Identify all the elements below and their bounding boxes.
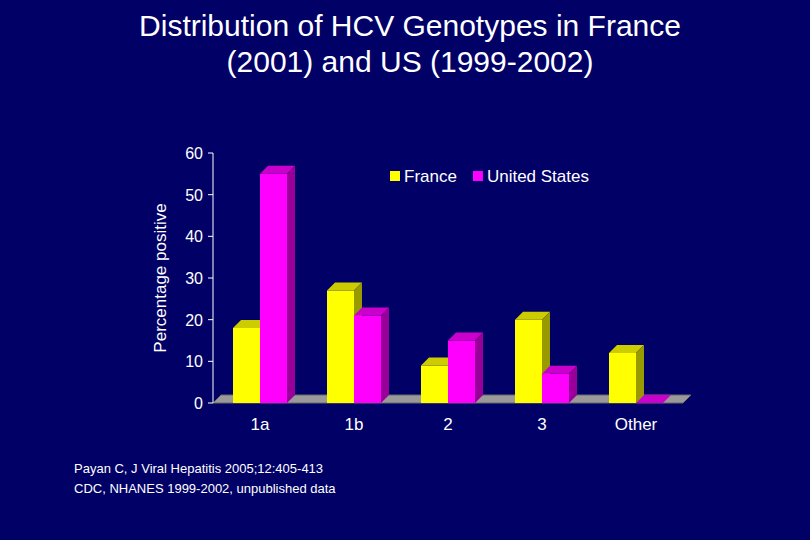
bar: [609, 345, 644, 403]
bar-front: [233, 328, 260, 403]
y-tick: [208, 236, 213, 237]
source-note: Payan C, J Viral Hepatitis 2005;12:405-4…: [74, 461, 323, 476]
bar-front: [421, 366, 448, 404]
legend-swatch: [473, 171, 483, 181]
x-tick-label: 1a: [251, 415, 270, 434]
y-tick-label: 0: [194, 395, 203, 412]
bars: [233, 166, 671, 403]
y-tick-label: 60: [185, 145, 203, 162]
y-tick-label: 10: [185, 353, 203, 370]
y-tick-label: 40: [185, 228, 203, 245]
bar: [636, 395, 671, 403]
y-tick: [208, 319, 213, 320]
bar-front: [542, 374, 569, 403]
title: Distribution of HCV Genotypes in France …: [115, 8, 705, 80]
bar: [448, 333, 483, 404]
y-axis-label: Percentage positive: [151, 203, 170, 352]
bar-side: [381, 308, 389, 404]
y-tick: [208, 361, 213, 362]
legend-label: United States: [487, 167, 589, 186]
bar-side: [287, 166, 295, 403]
bar-side: [636, 345, 644, 403]
bar-side: [569, 366, 577, 403]
bar-front: [515, 320, 542, 403]
y-tick-label: 30: [185, 270, 203, 287]
x-tick-label: Other: [615, 415, 658, 434]
bar-front: [260, 174, 287, 403]
x-tick-label: 2: [443, 415, 452, 434]
bar: [542, 366, 577, 403]
bar-front: [609, 353, 636, 403]
source-note: CDC, NHANES 1999-2002, unpublished data: [74, 481, 336, 496]
y-tick: [208, 153, 213, 154]
y-tick: [208, 403, 213, 404]
y-tick-label: 20: [185, 312, 203, 329]
bar-side: [475, 333, 483, 404]
bar-front: [354, 316, 381, 404]
bar-side: [663, 395, 671, 403]
x-tick-label: 1b: [345, 415, 364, 434]
legend: France United States: [390, 167, 589, 186]
legend-swatch: [390, 171, 400, 181]
legend-label: France: [404, 167, 457, 186]
bar-front: [448, 341, 475, 404]
y-tick-label: 50: [185, 187, 203, 204]
bar-top: [636, 395, 671, 403]
bar: [260, 166, 295, 403]
bar-front: [327, 291, 354, 404]
x-tick-label: 3: [537, 415, 546, 434]
y-tick: [208, 278, 213, 279]
bar: [354, 308, 389, 404]
y-tick: [208, 194, 213, 195]
